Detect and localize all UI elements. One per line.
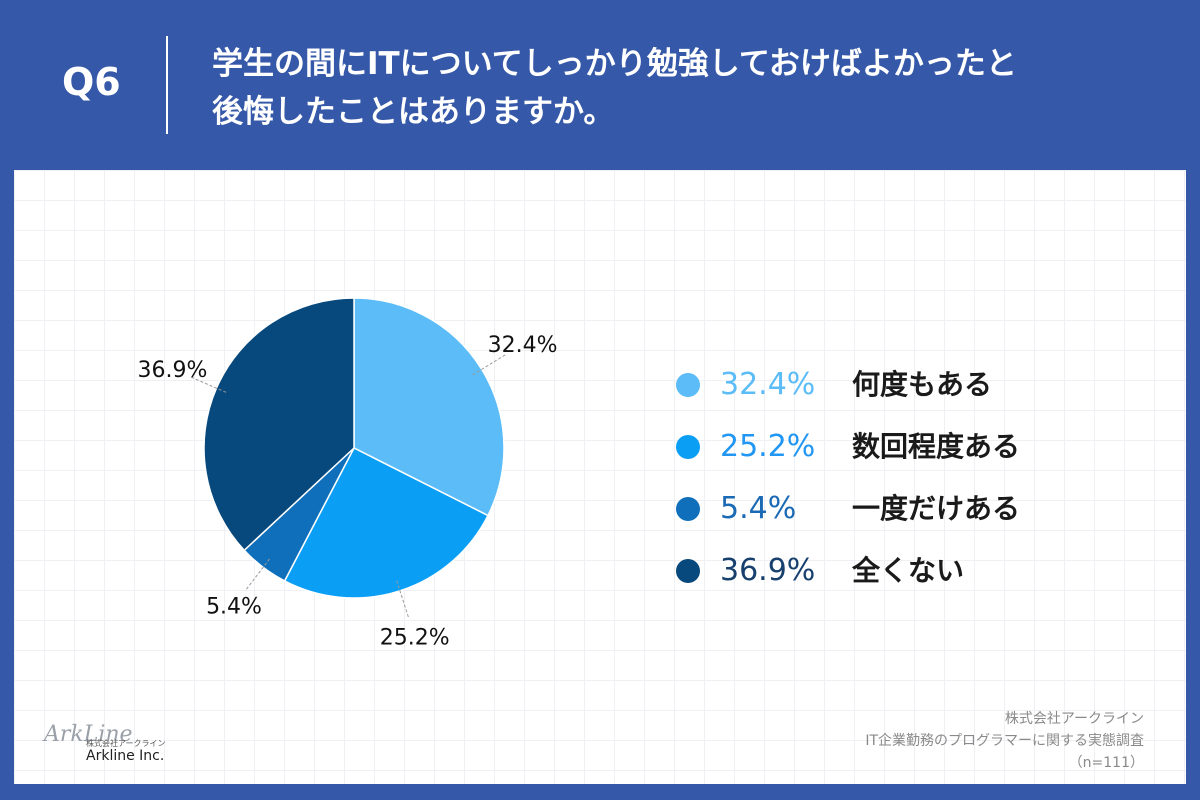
legend-label: 何度もある bbox=[852, 368, 993, 401]
question-number: Q6 bbox=[62, 60, 121, 104]
footer-sample-size: （n=111） bbox=[1068, 755, 1144, 771]
pie-data-labels: 32.4% 25.2% 5.4% 36.9% bbox=[137, 333, 557, 650]
legend-label: 数回程度ある bbox=[852, 430, 1021, 463]
legend-percent: 36.9% bbox=[720, 553, 816, 588]
legend-dot-icon bbox=[676, 435, 700, 459]
legend-dot-icon bbox=[676, 373, 700, 397]
company-logo: ArkLine 株式会社アークライン Arkline Inc. bbox=[36, 718, 186, 774]
legend-dot-icon bbox=[676, 497, 700, 521]
question-line-1: 学生の間にITについてしっかり勉強しておけばよかったと bbox=[212, 46, 1017, 82]
header-divider bbox=[166, 36, 168, 134]
legend-dot-icon bbox=[676, 559, 700, 583]
question-line-2: 後悔したことはありますか。 bbox=[212, 94, 615, 130]
chart-panel: 32.4% 25.2% 5.4% 36.9% 32.4% 何度もある 25.2% 数回… bbox=[14, 170, 1186, 784]
pie-leader-line bbox=[472, 354, 506, 376]
legend-label: 一度だけある bbox=[852, 492, 1021, 525]
pie-leader-line bbox=[396, 580, 410, 618]
logo-subtitle: 株式会社アークライン bbox=[86, 739, 166, 748]
pie-leader-lines bbox=[190, 354, 506, 618]
pie-leader-line bbox=[190, 376, 227, 393]
header: Q6 学生の間にITについてしっかり勉強しておけばよかったと 後悔したことはあり… bbox=[0, 0, 1200, 170]
pie-chart: 32.4% 25.2% 5.4% 36.9% bbox=[137, 297, 558, 650]
footer-survey: IT企業勤務のプログラマーに関する実態調査 bbox=[865, 733, 1144, 749]
legend-label: 全くない bbox=[852, 554, 965, 587]
footer-company: 株式会社アークライン bbox=[1004, 711, 1144, 727]
pie-data-label: 25.2% bbox=[380, 625, 450, 650]
question-text: 学生の間にITについてしっかり勉強しておけばよかったと 後悔したことはありますか… bbox=[212, 40, 1172, 136]
pie-leader-line bbox=[245, 558, 270, 590]
pie-data-label: 5.4% bbox=[206, 595, 262, 620]
legend-percent: 25.2% bbox=[720, 429, 816, 464]
pie-data-label: 36.9% bbox=[137, 358, 207, 383]
pie-slices bbox=[203, 297, 505, 599]
legend-percent: 32.4% bbox=[720, 367, 816, 402]
pie-data-label: 32.4% bbox=[488, 333, 558, 358]
logo-name: Arkline Inc. bbox=[86, 748, 165, 764]
legend-percent: 5.4% bbox=[720, 491, 797, 526]
footer: 株式会社アークライン IT企業勤務のプログラマーに関する実態調査 （n=111） bbox=[865, 708, 1144, 774]
logo-mark: ArkLine bbox=[44, 722, 133, 747]
